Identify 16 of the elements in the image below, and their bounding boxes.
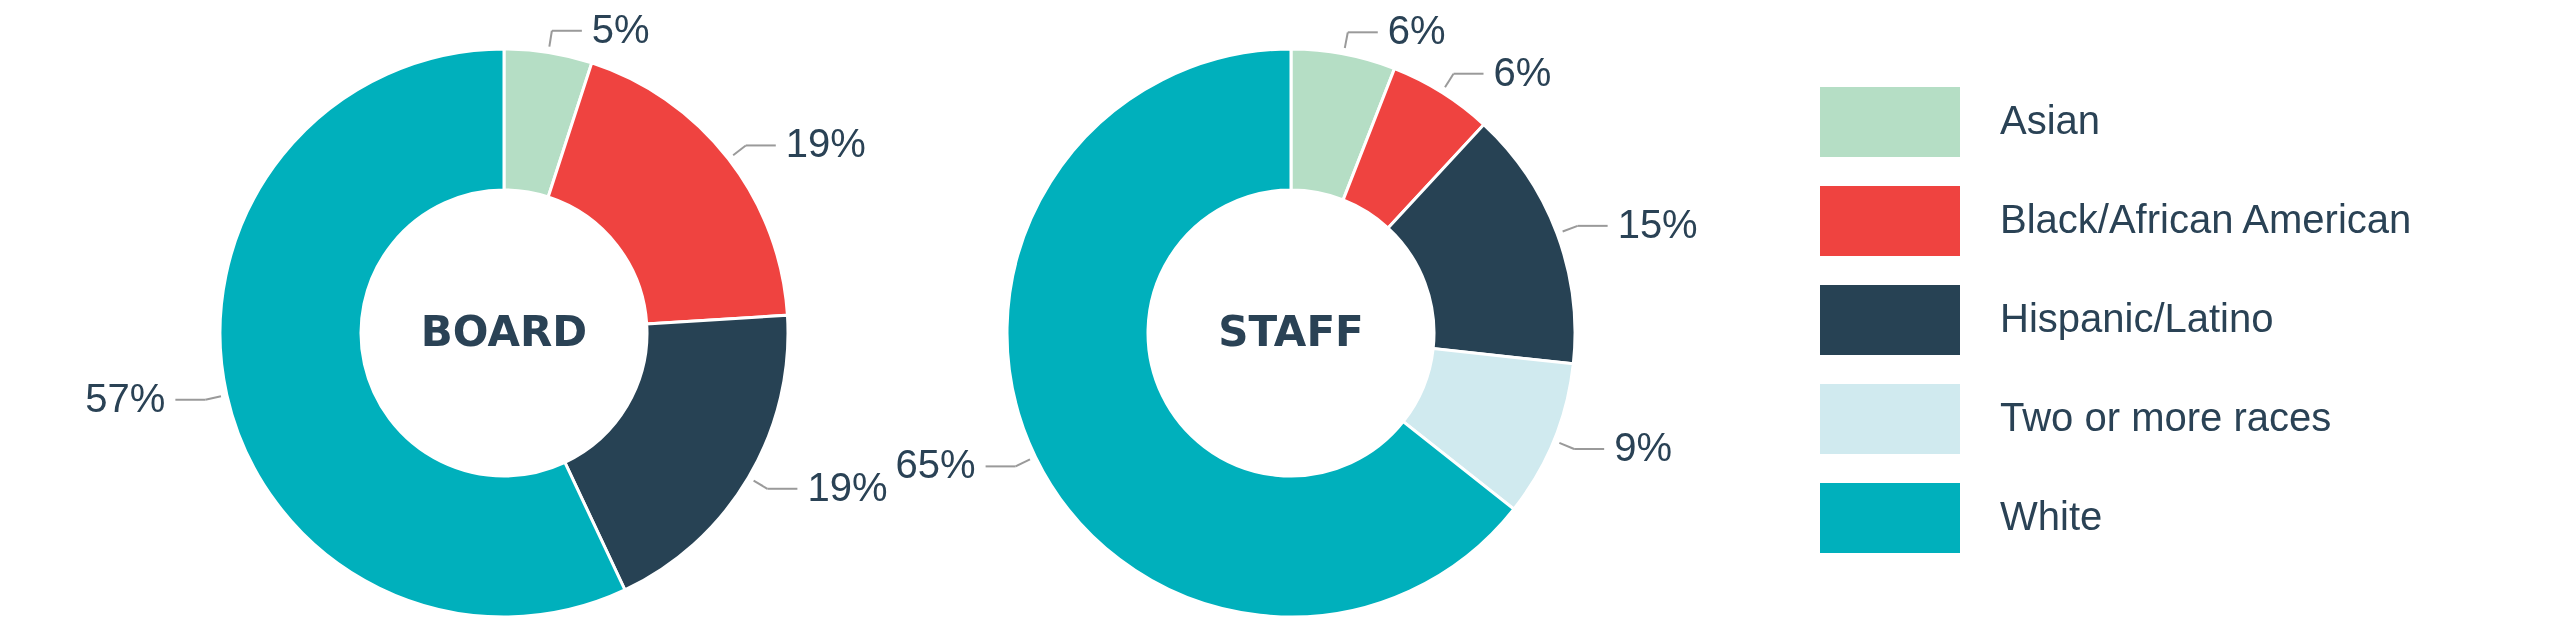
- data-label: 6%: [1493, 49, 1552, 94]
- data-label: 9%: [1614, 425, 1672, 469]
- slice-label: BOARD: [420, 307, 588, 356]
- data-label: 57%: [85, 375, 166, 420]
- data-label: 19%: [807, 464, 888, 509]
- legend-label: Two or more races: [2000, 395, 2332, 439]
- legend-label: Hispanic/Latino: [2000, 296, 2274, 340]
- data-label: 6%: [1387, 8, 1446, 53]
- legend-label: Black/African American: [2000, 197, 2412, 241]
- data-label: 15%: [1617, 201, 1698, 246]
- legend-label: Asian: [2000, 98, 2101, 142]
- legend-label: White: [2000, 494, 2103, 538]
- data-label: 5%: [591, 6, 650, 51]
- slice-label: STAFF: [1218, 307, 1364, 356]
- data-label: 65%: [895, 442, 976, 487]
- data-label: 19%: [785, 121, 866, 166]
